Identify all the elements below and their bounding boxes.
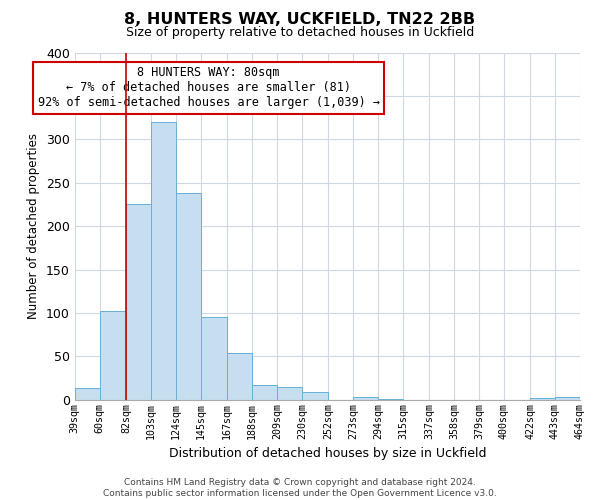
Text: 8 HUNTERS WAY: 80sqm
← 7% of detached houses are smaller (81)
92% of semi-detach: 8 HUNTERS WAY: 80sqm ← 7% of detached ho… bbox=[38, 66, 380, 110]
Bar bbox=[75, 388, 100, 400]
X-axis label: Distribution of detached houses by size in Uckfield: Distribution of detached houses by size … bbox=[169, 447, 486, 460]
Bar bbox=[176, 193, 201, 400]
Bar bbox=[201, 316, 227, 400]
Bar bbox=[555, 398, 580, 400]
Bar bbox=[277, 387, 302, 400]
Bar bbox=[252, 385, 277, 400]
Y-axis label: Number of detached properties: Number of detached properties bbox=[28, 133, 40, 319]
Text: Size of property relative to detached houses in Uckfield: Size of property relative to detached ho… bbox=[126, 26, 474, 39]
Bar bbox=[530, 398, 555, 400]
Bar bbox=[302, 392, 328, 400]
Bar bbox=[353, 398, 378, 400]
Bar bbox=[378, 399, 403, 400]
Text: 8, HUNTERS WAY, UCKFIELD, TN22 2BB: 8, HUNTERS WAY, UCKFIELD, TN22 2BB bbox=[124, 12, 476, 28]
Text: Contains HM Land Registry data © Crown copyright and database right 2024.
Contai: Contains HM Land Registry data © Crown c… bbox=[103, 478, 497, 498]
Bar bbox=[227, 353, 252, 400]
Bar bbox=[126, 204, 151, 400]
Bar bbox=[100, 312, 126, 400]
Bar bbox=[151, 122, 176, 400]
